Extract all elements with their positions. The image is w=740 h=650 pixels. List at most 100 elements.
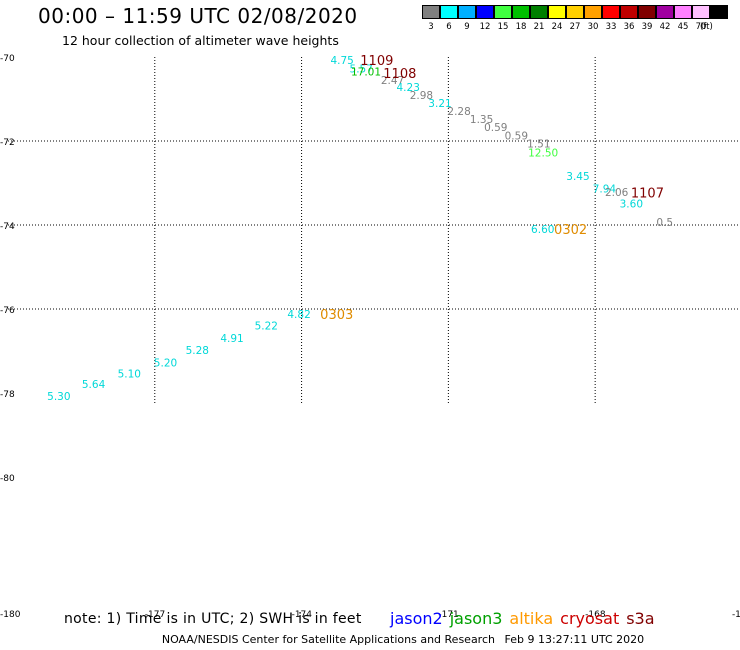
color-legend-label: 6 [446, 22, 452, 32]
wave-height-label: 2.06 [605, 187, 629, 199]
color-legend-swatch [439, 5, 458, 19]
color-legend-bin: 36 [619, 5, 638, 32]
page-title: 00:00 – 11:59 UTC 02/08/2020 [38, 4, 358, 28]
pass-time-label: 0302 [554, 223, 587, 238]
color-legend-label: 45 [677, 22, 689, 32]
longitude-label: -168 [585, 610, 606, 620]
color-legend-bin: 30 [583, 5, 602, 32]
color-legend-label: 21 [533, 22, 545, 32]
color-legend: 3 6 9 12 15 18 21 24 27 30 33 36 39 42 45 70 [421, 5, 728, 32]
observation-labels: 4.755.5717.012.474.232.983.212.281.350.5… [47, 55, 673, 403]
satellite-jason2: jason2 [390, 609, 443, 628]
color-legend-bin: 27 [565, 5, 584, 32]
color-legend-swatch [529, 5, 548, 19]
color-legend-bin: 24 [547, 5, 566, 32]
pass-time-label: 1108 [383, 67, 416, 82]
color-legend-label: 39 [641, 22, 653, 32]
wave-height-label: 3.60 [620, 199, 643, 211]
color-legend-bin [709, 5, 728, 32]
pass-time-label: 1107 [631, 187, 664, 202]
footer-credit: NOAA/NESDIS Center for Satellite Applica… [0, 633, 740, 646]
color-legend-bin: 39 [637, 5, 656, 32]
wave-height-label: 5.22 [255, 320, 278, 332]
wave-height-label: 5.20 [154, 357, 177, 369]
color-legend-swatch [637, 5, 656, 19]
color-legend-bin: 3 [421, 5, 440, 32]
color-legend-unit: (ft) [700, 22, 713, 32]
wave-height-label: 3.21 [428, 98, 451, 110]
wave-height-label: 4.75 [330, 55, 353, 67]
wave-height-label: 5.30 [47, 391, 70, 403]
color-legend-swatch [619, 5, 638, 19]
wave-height-label: 6.60 [531, 224, 554, 236]
wave-height-label: 3.45 [566, 171, 589, 183]
color-legend-bin: 18 [511, 5, 530, 32]
latitude-label: -70 [0, 54, 15, 64]
color-legend-swatch [547, 5, 566, 19]
color-legend-label: 36 [623, 22, 635, 32]
color-legend-swatch [493, 5, 512, 19]
longitude-label: -177 [145, 610, 165, 620]
latitude-label: -74 [0, 222, 15, 232]
wave-height-label: 0.59 [484, 122, 507, 134]
color-legend-label: 18 [515, 22, 527, 32]
satellite-jason3: jason3 [449, 609, 503, 628]
color-legend-bin: 33 [601, 5, 620, 32]
wave-height-label: 4.82 [287, 309, 310, 321]
wave-height-label: 1.35 [470, 114, 493, 126]
color-legend-bin: 6 [439, 5, 458, 32]
generated-timestamp: Feb 9 13:27:11 UTC 2020 [504, 633, 645, 646]
color-legend-swatch [673, 5, 692, 19]
color-legend-swatch [655, 5, 674, 19]
color-legend-swatch [709, 5, 728, 19]
color-legend-label: 30 [587, 22, 599, 32]
axis-labels: -70 -72 -74 -76 -78 -80 -180 -177 -174 -171 -168 -1… [0, 54, 740, 620]
wave-height-label: 2.98 [410, 90, 433, 102]
color-legend-bin: 21 [529, 5, 548, 32]
wave-height-label: 17.01 [351, 67, 381, 79]
wave-height-label: 5.64 [82, 379, 106, 391]
color-legend-label: 24 [551, 22, 563, 32]
wave-height-label: 0.5 [656, 217, 673, 229]
wave-height-label: 1.51 [527, 139, 550, 151]
page-subtitle: 12 hour collection of altimeter wave hei… [62, 33, 339, 48]
color-legend-swatch [583, 5, 602, 19]
color-legend-swatch [421, 5, 440, 19]
color-legend-swatch [475, 5, 494, 19]
color-legend-swatch [565, 5, 584, 19]
satellite-cryosat: cryosat [560, 609, 620, 628]
satellite-s3a: s3a [626, 609, 655, 628]
latitude-label: -78 [0, 390, 15, 400]
wave-height-label: 4.91 [220, 333, 243, 345]
color-legend-swatch [457, 5, 476, 19]
latitude-label: -72 [0, 138, 15, 148]
latitude-label: -80 [0, 474, 15, 484]
longitude-label: -165 [732, 610, 740, 620]
wave-height-label: 4.23 [397, 82, 420, 94]
longitude-label: -180 [0, 610, 21, 620]
color-legend-label: 12 [479, 22, 491, 32]
credit-text: NOAA/NESDIS Center for Satellite Applica… [161, 633, 495, 646]
wave-height-label: 5.28 [186, 345, 209, 357]
color-legend-label: 27 [569, 22, 581, 32]
pass-time-label: 1109 [360, 54, 393, 69]
wave-height-label: 5.10 [118, 369, 141, 381]
longitude-label: -171 [438, 610, 458, 620]
longitude-label: -174 [292, 610, 313, 620]
footer-note: note: 1) Time is in UTC; 2) SWH is in fe… [64, 611, 362, 627]
color-legend-label: 70 [695, 22, 707, 32]
color-legend-bin: 42 [655, 5, 674, 32]
wave-height-label: 12.50 [528, 147, 558, 159]
color-legend-label: 42 [659, 22, 671, 32]
color-legend-label: 15 [497, 22, 509, 32]
wave-height-label: 0.59 [505, 131, 528, 143]
color-legend-label: 3 [428, 22, 434, 32]
wave-height-label: 2.28 [447, 106, 470, 118]
color-legend-label: 9 [464, 22, 470, 32]
color-legend-bin: 70 [691, 5, 710, 32]
color-legend-swatch [691, 5, 710, 19]
latitude-label: -76 [0, 306, 15, 316]
color-legend-swatch [601, 5, 620, 19]
